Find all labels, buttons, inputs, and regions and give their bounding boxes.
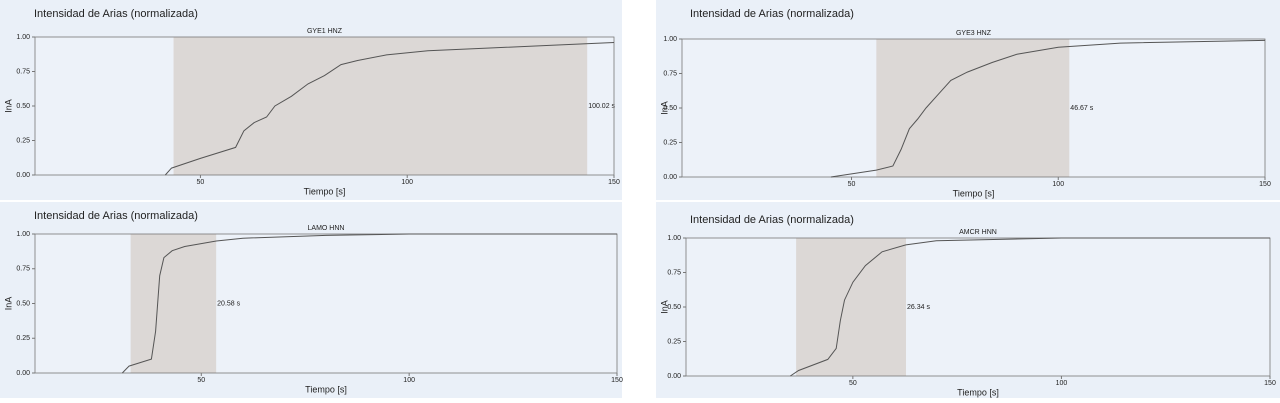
y-tick-label: 0.50 (16, 103, 30, 110)
chart-subtitle: AMCR HNN (959, 229, 997, 236)
y-tick-label: 0.75 (16, 68, 30, 75)
chart-panel: Intensidad de Arias (normalizada) 100.02 … (0, 0, 622, 200)
y-tick-label: 1.00 (16, 34, 30, 41)
x-axis-label: Tiempo [s] (304, 186, 346, 196)
data-line (164, 42, 615, 176)
chart-title: Intensidad de Arias (normalizada) (690, 8, 854, 20)
y-tick-label: 0.25 (16, 137, 30, 144)
span-annotation: 100.02 s (588, 103, 615, 110)
chart-subtitle: GYE1 HNZ (307, 28, 343, 35)
y-tick-label: 1.00 (16, 231, 30, 238)
y-tick-label: 0.00 (663, 174, 677, 181)
chart-panel: Intensidad de Arias (normalizada) 26.34 s… (656, 202, 1280, 398)
x-tick-label: 150 (1259, 181, 1271, 188)
x-tick-label: 100 (1052, 181, 1064, 188)
y-tick-label: 0.50 (16, 300, 30, 307)
data-line (790, 237, 1270, 377)
x-axis-label: Tiempo [s] (953, 188, 995, 198)
x-tick-label: 100 (403, 377, 415, 384)
y-tick-label: 0.00 (667, 373, 681, 380)
y-tick-label: 0.75 (663, 70, 677, 77)
y-tick-label: 1.00 (663, 36, 677, 43)
y-axis-label: InA (659, 300, 669, 314)
span-annotation: 26.34 s (907, 304, 930, 311)
y-tick-label: 0.50 (667, 304, 681, 311)
chart-panel: Intensidad de Arias (normalizada) 46.67 s… (656, 0, 1280, 200)
y-tick-label: 0.00 (16, 370, 30, 377)
data-line (121, 233, 617, 374)
chart-subtitle: LAMO HNN (308, 225, 345, 232)
x-tick-label: 100 (1056, 380, 1068, 387)
y-tick-label: 0.75 (667, 269, 681, 276)
y-tick-label: 0.50 (663, 105, 677, 112)
shaded-span (796, 238, 907, 376)
y-axis-label: InA (3, 297, 13, 311)
shaded-span (173, 37, 588, 175)
y-tick-label: 1.00 (667, 235, 681, 242)
chart-title: Intensidad de Arias (normalizada) (690, 214, 854, 226)
y-tick-label: 0.00 (16, 172, 30, 179)
x-tick-label: 150 (608, 179, 620, 186)
data-line (830, 39, 1266, 178)
x-tick-label: 50 (849, 380, 857, 387)
x-axis-label: Tiempo [s] (305, 384, 347, 394)
span-annotation: 46.67 s (1070, 105, 1093, 112)
x-tick-label: 50 (197, 179, 205, 186)
x-axis-label: Tiempo [s] (957, 387, 999, 397)
chart-panel: Intensidad de Arias (normalizada) 20.58 s… (0, 202, 623, 398)
x-tick-label: 100 (401, 179, 413, 186)
y-axis-label: InA (659, 101, 669, 115)
chart-title: Intensidad de Arias (normalizada) (34, 8, 198, 20)
plot-area (35, 234, 617, 373)
shaded-span (876, 39, 1070, 177)
y-tick-label: 0.25 (667, 338, 681, 345)
y-tick-label: 0.25 (16, 335, 30, 342)
y-tick-label: 0.75 (16, 266, 30, 273)
x-tick-label: 150 (611, 377, 623, 384)
y-tick-label: 0.25 (663, 139, 677, 146)
plot-area (686, 238, 1270, 376)
x-tick-label: 50 (848, 181, 856, 188)
y-axis-label: InA (3, 99, 13, 113)
shaded-span (130, 234, 217, 373)
span-annotation: 20.58 s (217, 300, 240, 307)
x-tick-label: 150 (1264, 380, 1276, 387)
chart-title: Intensidad de Arias (normalizada) (34, 210, 198, 222)
chart-subtitle: GYE3 HNZ (956, 30, 992, 37)
x-tick-label: 50 (197, 377, 205, 384)
